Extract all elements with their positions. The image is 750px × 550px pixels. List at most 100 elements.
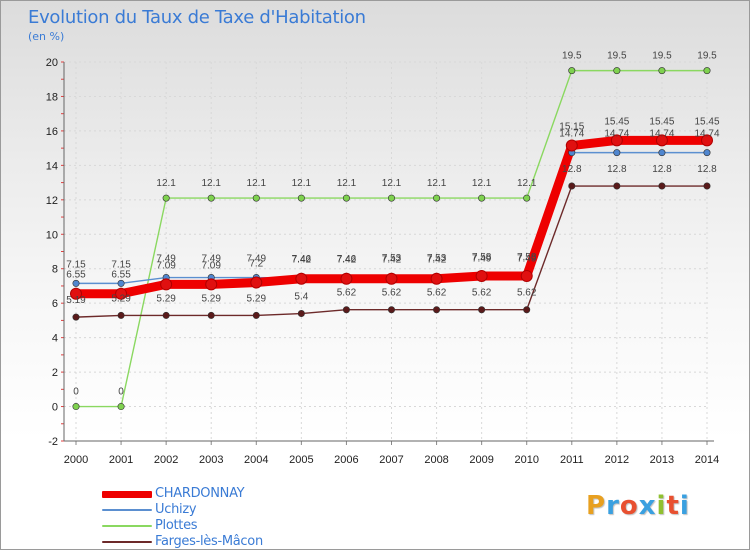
data-label: 5.62 — [517, 288, 537, 299]
x-tick-label: 2010 — [514, 454, 538, 466]
logo-letter: o — [619, 491, 639, 521]
data-label: 7.58 — [517, 252, 537, 263]
x-tick-label: 2009 — [469, 454, 493, 466]
data-label: 7.2 — [249, 259, 263, 270]
data-label: 19.5 — [562, 51, 582, 62]
data-label: 5.4 — [294, 292, 308, 303]
data-point — [433, 194, 441, 202]
data-label: 7.42 — [382, 255, 402, 266]
legend-swatch-farges — [102, 541, 152, 543]
data-point — [523, 306, 531, 314]
y-tick-label: 0 — [52, 402, 58, 414]
data-label: 5.29 — [247, 293, 267, 304]
data-point — [523, 194, 531, 202]
data-point — [295, 272, 308, 285]
data-point — [565, 139, 578, 152]
legend-label-uchizy: Uchizy — [155, 502, 197, 517]
data-label: 7.49 — [201, 254, 221, 265]
data-label: 12.8 — [562, 164, 582, 175]
data-point — [701, 134, 713, 147]
data-label: 7.46 — [337, 254, 357, 265]
data-point — [72, 313, 80, 321]
data-point — [115, 287, 128, 300]
data-point — [342, 194, 350, 202]
x-tick-label: 2001 — [109, 454, 133, 466]
data-label: 6.55 — [111, 270, 131, 281]
y-tick-label: 12 — [46, 195, 58, 207]
legend-swatch-chardonnay — [102, 491, 152, 498]
data-label: 0 — [73, 387, 79, 398]
logo-letter: i — [656, 491, 667, 521]
y-tick-label: 6 — [52, 298, 58, 310]
y-tick-label: 20 — [46, 57, 58, 69]
data-label: 19.5 — [697, 51, 717, 62]
data-label: 12.8 — [652, 164, 672, 175]
legend-swatch-uchizy — [102, 509, 152, 511]
y-tick-label: 8 — [52, 264, 58, 276]
data-label: 5.29 — [201, 293, 221, 304]
data-point — [340, 272, 353, 285]
data-label: 7.15 — [111, 259, 131, 270]
data-label: 7.42 — [427, 255, 447, 266]
logo-letter: i — [679, 491, 690, 521]
y-tick-label: 4 — [52, 333, 58, 345]
data-point — [568, 67, 576, 75]
data-point — [160, 278, 173, 291]
data-point — [162, 194, 170, 202]
data-label: 15.45 — [694, 116, 719, 127]
data-point — [658, 182, 666, 190]
data-label: 15.45 — [604, 116, 629, 127]
data-label: 7.49 — [517, 254, 537, 265]
legend-swatch-plottes — [102, 525, 152, 527]
chart-title: Evolution du Taux de Taxe d'Habitation — [28, 7, 366, 28]
x-tick-label: 2011 — [560, 454, 584, 466]
data-label: 12.1 — [472, 178, 492, 189]
data-label: 7.58 — [472, 252, 492, 263]
x-tick-label: 2003 — [199, 454, 223, 466]
data-label: 7.09 — [156, 260, 176, 271]
data-label: 5.62 — [472, 288, 492, 299]
y-tick-label: 14 — [46, 160, 58, 172]
x-tick-label: 2000 — [64, 454, 88, 466]
data-point — [613, 67, 621, 75]
data-label: 7.46 — [292, 254, 312, 265]
data-label: 7.49 — [156, 254, 176, 265]
data-point — [475, 269, 488, 282]
data-label: 12.8 — [697, 164, 717, 175]
data-label: 12.1 — [517, 178, 537, 189]
logo-letter: x — [638, 491, 657, 521]
data-label: 7.49 — [247, 254, 267, 265]
data-point — [703, 67, 711, 75]
x-tick-label: 2005 — [289, 454, 313, 466]
data-label: 7.53 — [427, 253, 447, 264]
data-label: 5.62 — [337, 288, 357, 299]
logo-letter: P — [586, 491, 607, 521]
data-label: 12.1 — [427, 178, 447, 189]
data-label: 5.62 — [382, 288, 402, 299]
x-tick-label: 2007 — [379, 454, 403, 466]
data-point — [297, 310, 305, 318]
data-label: 7.09 — [201, 260, 221, 271]
data-point — [162, 311, 170, 319]
data-label: 19.5 — [607, 51, 627, 62]
legend-label-plottes: Plottes — [155, 518, 198, 533]
data-point — [610, 134, 623, 147]
data-point — [655, 134, 668, 147]
x-tick-label: 2002 — [154, 454, 178, 466]
data-point — [297, 194, 305, 202]
data-point — [703, 182, 711, 190]
data-label: 14.74 — [559, 129, 584, 140]
data-point — [478, 194, 486, 202]
data-point — [205, 278, 218, 291]
data-point — [252, 194, 260, 202]
data-point — [117, 311, 125, 319]
data-label: 12.8 — [607, 164, 627, 175]
data-label: 0 — [118, 387, 124, 398]
data-point — [613, 182, 621, 190]
data-point — [568, 182, 576, 190]
data-point — [658, 67, 666, 75]
data-point — [430, 272, 443, 285]
data-label: 7.42 — [337, 255, 357, 266]
